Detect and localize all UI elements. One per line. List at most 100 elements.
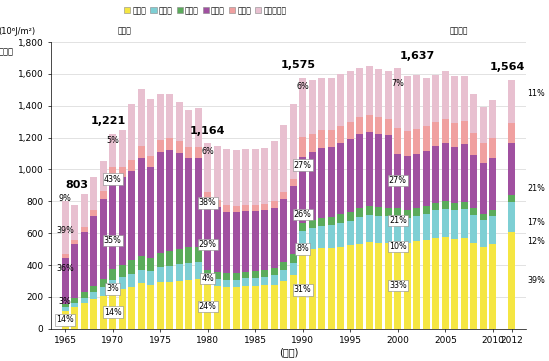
Text: 1,221: 1,221 bbox=[91, 117, 126, 126]
Bar bbox=[376, 134, 382, 207]
Bar bbox=[166, 266, 173, 282]
Bar bbox=[461, 121, 468, 144]
Bar bbox=[195, 262, 201, 279]
Text: 17%: 17% bbox=[527, 218, 545, 227]
Bar bbox=[71, 244, 78, 299]
Bar bbox=[138, 158, 145, 256]
Bar bbox=[90, 286, 97, 292]
Bar bbox=[128, 104, 135, 160]
Bar bbox=[281, 270, 287, 281]
Bar bbox=[128, 287, 135, 329]
Bar bbox=[461, 144, 468, 202]
Bar bbox=[223, 287, 230, 329]
Bar bbox=[271, 208, 278, 268]
Bar bbox=[356, 244, 363, 329]
Bar bbox=[81, 232, 88, 292]
Bar bbox=[299, 78, 306, 137]
Bar bbox=[423, 240, 430, 329]
Bar bbox=[166, 251, 173, 266]
Bar bbox=[423, 78, 430, 126]
Bar bbox=[204, 199, 211, 270]
Bar bbox=[290, 104, 296, 179]
Bar bbox=[433, 210, 439, 238]
Bar bbox=[480, 214, 487, 221]
Bar bbox=[423, 206, 430, 214]
Bar bbox=[62, 254, 69, 258]
Bar bbox=[214, 145, 221, 200]
Bar bbox=[394, 217, 401, 242]
Bar bbox=[62, 201, 69, 254]
Bar bbox=[233, 273, 240, 280]
Bar bbox=[147, 284, 154, 329]
Bar bbox=[138, 256, 145, 270]
Bar bbox=[385, 135, 392, 208]
Bar bbox=[318, 248, 325, 329]
Bar bbox=[81, 227, 88, 232]
Bar bbox=[394, 154, 401, 208]
Bar bbox=[290, 262, 296, 275]
Bar bbox=[290, 179, 296, 186]
Text: 39%: 39% bbox=[57, 226, 74, 235]
Bar bbox=[394, 68, 401, 128]
Bar bbox=[186, 110, 192, 147]
Bar bbox=[309, 249, 316, 329]
Bar bbox=[214, 279, 221, 286]
Bar bbox=[204, 270, 211, 277]
Bar bbox=[157, 282, 164, 329]
Text: 5%: 5% bbox=[107, 136, 119, 145]
Text: 21%: 21% bbox=[527, 184, 545, 193]
Bar bbox=[413, 216, 420, 242]
Bar bbox=[366, 243, 373, 329]
Bar bbox=[394, 242, 401, 329]
Bar bbox=[176, 141, 183, 153]
Bar bbox=[252, 205, 259, 211]
Text: 10%: 10% bbox=[389, 242, 407, 251]
Bar bbox=[366, 132, 373, 206]
Bar bbox=[385, 216, 392, 243]
Text: 36%: 36% bbox=[57, 264, 74, 273]
Bar bbox=[470, 243, 477, 329]
Bar bbox=[71, 307, 78, 329]
Bar bbox=[376, 207, 382, 216]
Bar bbox=[328, 217, 335, 225]
Bar bbox=[214, 200, 221, 207]
Bar bbox=[299, 157, 306, 223]
Bar bbox=[109, 291, 116, 329]
Bar bbox=[90, 210, 97, 216]
Text: 3%: 3% bbox=[107, 284, 119, 293]
Bar bbox=[413, 129, 420, 153]
Text: 27%: 27% bbox=[389, 176, 407, 185]
Bar bbox=[290, 186, 296, 254]
Bar bbox=[119, 277, 126, 289]
Bar bbox=[480, 247, 487, 329]
Bar bbox=[214, 207, 221, 272]
Bar bbox=[176, 102, 183, 141]
Bar bbox=[299, 231, 306, 251]
Bar bbox=[62, 307, 69, 311]
X-axis label: (年度): (年度) bbox=[279, 347, 298, 357]
Bar bbox=[147, 271, 154, 284]
Bar bbox=[413, 75, 420, 129]
Bar bbox=[413, 242, 420, 329]
Bar bbox=[281, 281, 287, 329]
Bar bbox=[119, 265, 126, 277]
Bar bbox=[433, 74, 439, 122]
Text: 統計誤差: 統計誤差 bbox=[450, 26, 469, 35]
Bar bbox=[318, 130, 325, 148]
Bar bbox=[214, 272, 221, 279]
Bar bbox=[109, 269, 116, 280]
Bar bbox=[309, 80, 316, 134]
Bar bbox=[451, 239, 458, 329]
Bar bbox=[508, 143, 516, 195]
Bar bbox=[347, 122, 354, 139]
Bar bbox=[376, 243, 382, 329]
Bar bbox=[376, 117, 382, 134]
Bar bbox=[433, 146, 439, 203]
Bar bbox=[347, 245, 354, 329]
Bar bbox=[442, 209, 449, 237]
Bar bbox=[128, 171, 135, 260]
Bar bbox=[261, 210, 268, 270]
Bar bbox=[309, 229, 316, 249]
Bar bbox=[271, 201, 278, 208]
Bar bbox=[100, 287, 107, 296]
